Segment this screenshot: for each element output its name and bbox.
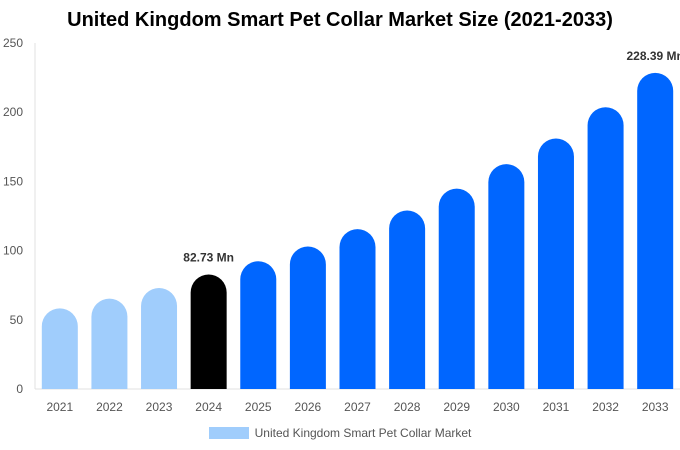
bar-2028	[389, 210, 426, 389]
bar-2024	[190, 274, 227, 389]
x-tick-label: 2024	[195, 400, 222, 414]
x-tick-label: 2028	[394, 400, 421, 414]
x-tick-label: 2030	[493, 400, 520, 414]
y-tick-label: 100	[3, 244, 23, 258]
x-tick-label: 2027	[344, 400, 371, 414]
x-tick-label: 2031	[543, 400, 570, 414]
bar-2025	[240, 261, 277, 389]
bar-2026	[289, 246, 326, 389]
bar-2021	[41, 308, 78, 389]
chart-title: United Kingdom Smart Pet Collar Market S…	[67, 9, 613, 31]
x-tick-label: 2029	[443, 400, 470, 414]
y-tick-label: 200	[3, 105, 23, 119]
x-tick-label: 2021	[46, 400, 73, 414]
legend: United Kingdom Smart Pet Collar Market	[0, 426, 680, 440]
data-label-2024: 82.73 Mn	[183, 251, 234, 265]
x-tick-label: 2032	[592, 400, 619, 414]
legend-swatch	[208, 427, 249, 439]
y-tick-label: 150	[3, 174, 23, 188]
x-tick-label: 2033	[642, 400, 669, 414]
x-tick-label: 2023	[146, 400, 173, 414]
y-tick-label: 50	[10, 313, 24, 327]
bar-2022	[91, 298, 128, 389]
bar-2027	[339, 229, 376, 389]
x-tick-label: 2025	[245, 400, 272, 414]
legend-label: United Kingdom Smart Pet Collar Market	[254, 426, 472, 440]
y-tick-label: 0	[16, 382, 23, 396]
bar-2029	[438, 188, 475, 389]
bar-2033	[637, 72, 674, 390]
data-label-2033: 228.39 Mn	[627, 49, 680, 63]
bar-2031	[537, 138, 574, 389]
bar-2023	[141, 287, 178, 389]
x-tick-label: 2026	[295, 400, 322, 414]
bar-2030	[488, 164, 525, 389]
y-tick-label: 250	[3, 36, 23, 50]
x-tick-label: 2022	[96, 400, 123, 414]
bar-2032	[587, 107, 624, 390]
